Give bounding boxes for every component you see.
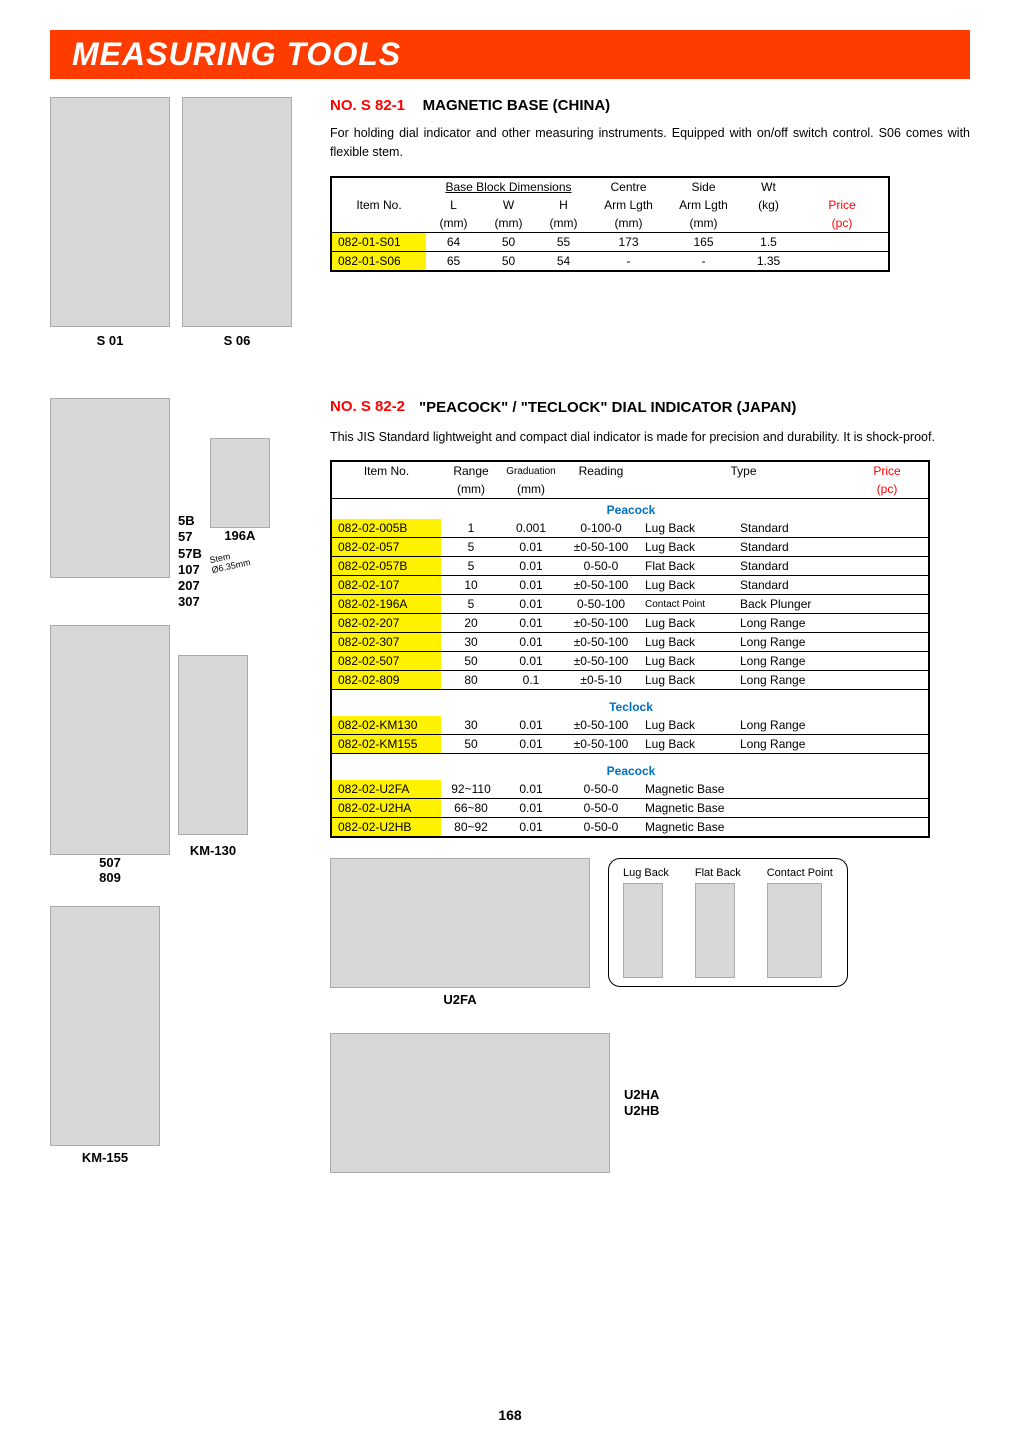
section2-no: NO. S 82-2 [330, 398, 405, 418]
table-row: 082-02-U2HB80~920.010-50-0Magnetic Base [331, 818, 929, 838]
dial-507-image [50, 625, 170, 855]
table-row: 082-02-KM155500.01±0-50-100Lug BackLong … [331, 735, 929, 754]
th2-item: Item No. [331, 461, 441, 480]
th2-pc: (pc) [846, 480, 929, 499]
dial-image-group-a [50, 398, 170, 578]
table-row: 082-02-809800.1±0-5-10Lug BackLong Range [331, 671, 929, 690]
th-mm: (mm) [536, 214, 591, 233]
label-5b: 5B 57 57B 107 207 307 [178, 513, 202, 611]
km130-image [178, 655, 248, 835]
label-507: 507 809 [50, 855, 170, 886]
table-row: 082-02-196A50.010-50-100Contact PointBac… [331, 595, 929, 614]
table-row: 082-02-KM130300.01±0-50-100Lug BackLong … [331, 716, 929, 735]
th-pc: (pc) [796, 214, 889, 233]
s01-label: S 01 [50, 333, 170, 348]
section2-title: "PEACOCK" / "TECLOCK" DIAL INDICATOR (JA… [419, 398, 796, 418]
th-kg: (kg) [741, 196, 796, 214]
bt-flat: Flat Back [695, 867, 741, 879]
group-header: Peacock [331, 754, 929, 781]
table-row: 082-02-U2FA92~1100.010-50-0Magnetic Base [331, 780, 929, 799]
u2fa-image [330, 858, 590, 988]
th2-reading: Reading [561, 461, 641, 480]
th2-mm: (mm) [441, 480, 501, 499]
bt-cp: Contact Point [767, 867, 833, 879]
label-km155: KM-155 [50, 1150, 160, 1165]
section1-table: Base Block Dimensions Centre Side Wt Ite… [330, 176, 890, 272]
table-row: 082-01-S016450551731651.5 [331, 232, 889, 251]
section2-desc: This JIS Standard lightweight and compac… [330, 428, 970, 447]
group-header: Peacock [331, 499, 929, 520]
th2-range: Range [441, 461, 501, 480]
th-arm1: Arm Lgth [591, 196, 666, 214]
th-wt: Wt [741, 177, 796, 196]
contactpoint-icon [767, 883, 822, 978]
th-side: Side [666, 177, 741, 196]
th-mm: (mm) [426, 214, 481, 233]
page-title: MEASURING TOOLS [50, 30, 970, 79]
table-row: 082-02-307300.01±0-50-100Lug BackLong Ra… [331, 633, 929, 652]
table-row: 082-02-207200.01±0-50-100Lug BackLong Ra… [331, 614, 929, 633]
s06-label: S 06 [182, 333, 292, 348]
group-header: Teclock [331, 690, 929, 717]
th-mm: (mm) [481, 214, 536, 233]
km155-image [50, 906, 160, 1146]
th-price: Price [796, 196, 889, 214]
th-arm2: Arm Lgth [666, 196, 741, 214]
lugback-icon [623, 883, 663, 978]
th-h: H [536, 196, 591, 214]
section1-desc: For holding dial indicator and other mea… [330, 124, 970, 162]
section2-table: Item No. Range Graduation Reading Type P… [330, 460, 930, 838]
s01-image [50, 97, 170, 327]
th-centre: Centre [591, 177, 666, 196]
label-u2ha: U2HA U2HB [624, 1087, 659, 1120]
table-row: 082-01-S06655054--1.35 [331, 251, 889, 271]
th-mm: (mm) [591, 214, 666, 233]
bt-lug: Lug Back [623, 867, 669, 879]
table-row: 082-02-05750.01±0-50-100Lug BackStandard [331, 538, 929, 557]
s06-image [182, 97, 292, 327]
dial-196a-image [210, 438, 270, 528]
table-row: 082-02-107100.01±0-50-100Lug BackStandar… [331, 576, 929, 595]
label-u2fa: U2FA [330, 992, 590, 1007]
section1-no: NO. S 82-1 [330, 97, 405, 114]
table-row: 082-02-507500.01±0-50-100Lug BackLong Ra… [331, 652, 929, 671]
page-number: 168 [0, 1407, 1020, 1423]
table-row: 082-02-057B50.010-50-0Flat BackStandard [331, 557, 929, 576]
th-baseblock: Base Block Dimensions [426, 177, 591, 196]
table-row: 082-02-U2HA66~800.010-50-0Magnetic Base [331, 799, 929, 818]
th2-price: Price [846, 461, 929, 480]
th-item: Item No. [331, 196, 426, 214]
th2-type: Type [641, 461, 846, 480]
backtype-diagram: Lug Back Flat Back Contact Point [608, 858, 848, 987]
section1-title: MAGNETIC BASE (CHINA) [423, 97, 611, 114]
flatback-icon [695, 883, 735, 978]
th2-mm: (mm) [501, 480, 561, 499]
label-196a: 196A [210, 528, 270, 543]
th2-grad: Graduation [501, 461, 561, 480]
u2ha-image [330, 1033, 610, 1173]
th-mm: (mm) [666, 214, 741, 233]
table-row: 082-02-005B10.0010-100-0Lug BackStandard [331, 519, 929, 538]
label-stem: Stem Ø6.35mm [208, 543, 271, 575]
th-l: L [426, 196, 481, 214]
label-km130: KM-130 [178, 843, 248, 858]
th-w: W [481, 196, 536, 214]
